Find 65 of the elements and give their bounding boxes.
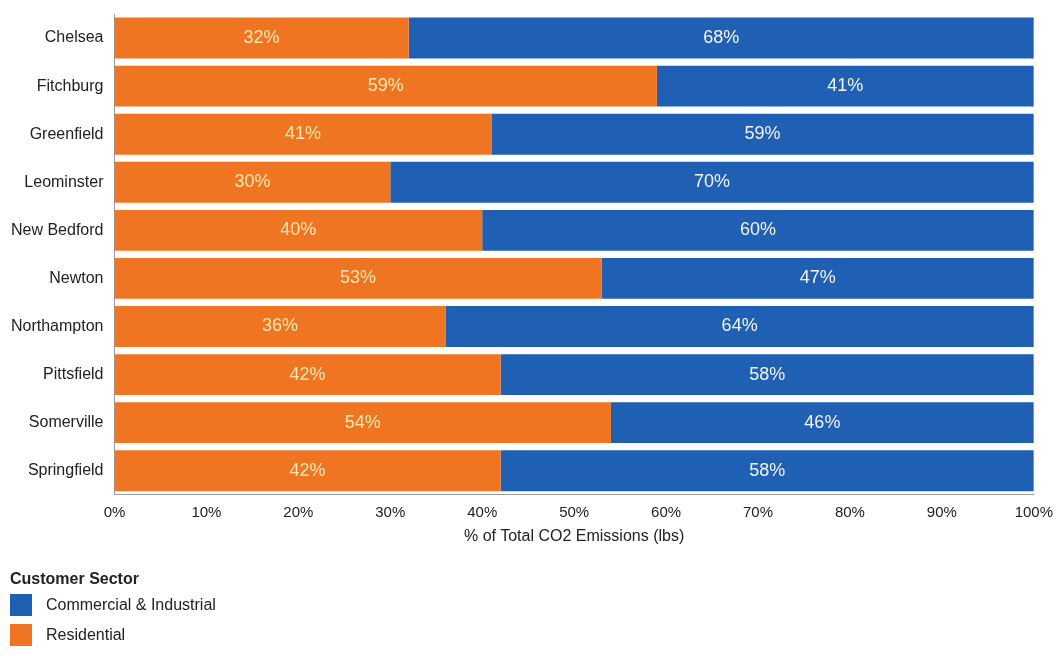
bar (114, 161, 391, 203)
x-tick-label: 100% (1014, 502, 1054, 520)
x-tick-label: 50% (559, 502, 590, 520)
data-label: 47% (799, 267, 836, 288)
bar (114, 65, 657, 107)
y-tick-label: Chelsea (44, 28, 104, 46)
data-label: 68% (703, 27, 740, 48)
bar (408, 17, 1034, 59)
x-tick-label: 90% (926, 502, 957, 520)
data-label: 60% (740, 219, 777, 240)
legend-title: Customer Sector (10, 570, 140, 588)
data-label: 32% (243, 27, 280, 48)
x-tick-label: 60% (651, 502, 682, 520)
y-tick-label: Pittsfield (43, 365, 104, 383)
bar (482, 209, 1034, 251)
x-tick-label: 20% (283, 502, 314, 520)
data-label: 40% (280, 219, 317, 240)
y-tick-label: Newton (49, 268, 104, 286)
data-label: 58% (749, 363, 786, 384)
x-tick-label: 0% (103, 502, 126, 520)
bar (114, 17, 409, 59)
x-tick-label: 10% (191, 502, 222, 520)
bar (114, 450, 501, 492)
data-label: 30% (234, 171, 271, 192)
bar (114, 258, 602, 299)
data-label: 46% (804, 411, 841, 432)
data-label: 53% (340, 267, 377, 288)
bar (114, 402, 611, 444)
bar (500, 450, 1034, 492)
data-label: 54% (344, 411, 381, 432)
x-tick-label: 40% (467, 502, 498, 520)
bar (601, 258, 1034, 299)
y-tick-label: Leominster (24, 172, 105, 190)
bar (610, 402, 1034, 444)
x-tick-label: 80% (834, 502, 865, 520)
bar (445, 306, 1034, 347)
bar (114, 113, 492, 155)
y-tick-label: Greenfield (29, 124, 104, 142)
y-tick-label: New Bedford (10, 220, 104, 238)
bar (390, 161, 1034, 203)
bar (656, 65, 1034, 107)
y-tick-label: Northampton (10, 316, 104, 334)
bar (114, 209, 483, 251)
data-label: 70% (694, 171, 731, 192)
bar (491, 113, 1034, 155)
x-tick-label: 30% (375, 502, 406, 520)
x-tick-label: 70% (743, 502, 774, 520)
data-label: 42% (289, 363, 326, 384)
y-tick-label: Springfield (27, 461, 104, 479)
data-label: 59% (744, 123, 781, 144)
y-tick-label: Somerville (28, 413, 104, 431)
legend-label: Commercial & Industrial (46, 596, 216, 614)
legend-label: Residential (46, 626, 126, 644)
data-label: 58% (749, 459, 786, 480)
data-label: 64% (721, 315, 758, 336)
data-label: 59% (367, 75, 404, 96)
data-label: 42% (289, 459, 326, 480)
bar (500, 354, 1034, 396)
bar (114, 306, 446, 347)
data-label: 41% (827, 75, 864, 96)
data-label: 41% (284, 123, 321, 144)
data-label: 36% (261, 315, 298, 336)
y-tick-label: Fitchburg (36, 76, 104, 94)
bar (114, 354, 501, 396)
x-axis-title: % of Total CO2 Emissions (lbs) (464, 526, 685, 544)
